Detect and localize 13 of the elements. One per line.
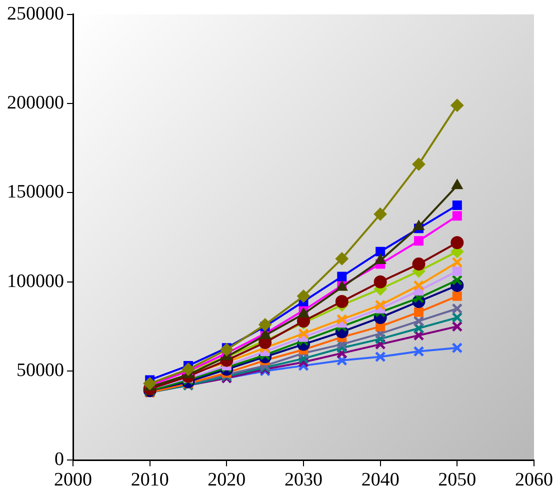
x-tick-label: 2030 xyxy=(284,470,322,491)
y-tick-label: 100000 xyxy=(7,270,64,292)
x-tick-label: 2040 xyxy=(361,470,400,491)
x-tick-label: 2000 xyxy=(54,470,92,491)
x-tick-label: 2020 xyxy=(208,470,246,491)
x-tick-label: 2060 xyxy=(515,470,553,491)
x-tick-label: 2050 xyxy=(438,470,476,491)
y-tick-label: 50000 xyxy=(16,360,64,382)
y-tick-label: 0 xyxy=(54,449,64,470)
x-tick-label: 2010 xyxy=(130,470,169,491)
y-tick-label: 250000 xyxy=(7,3,64,24)
y-tick-label: 200000 xyxy=(7,92,64,114)
y-tick-label: 150000 xyxy=(7,182,64,203)
